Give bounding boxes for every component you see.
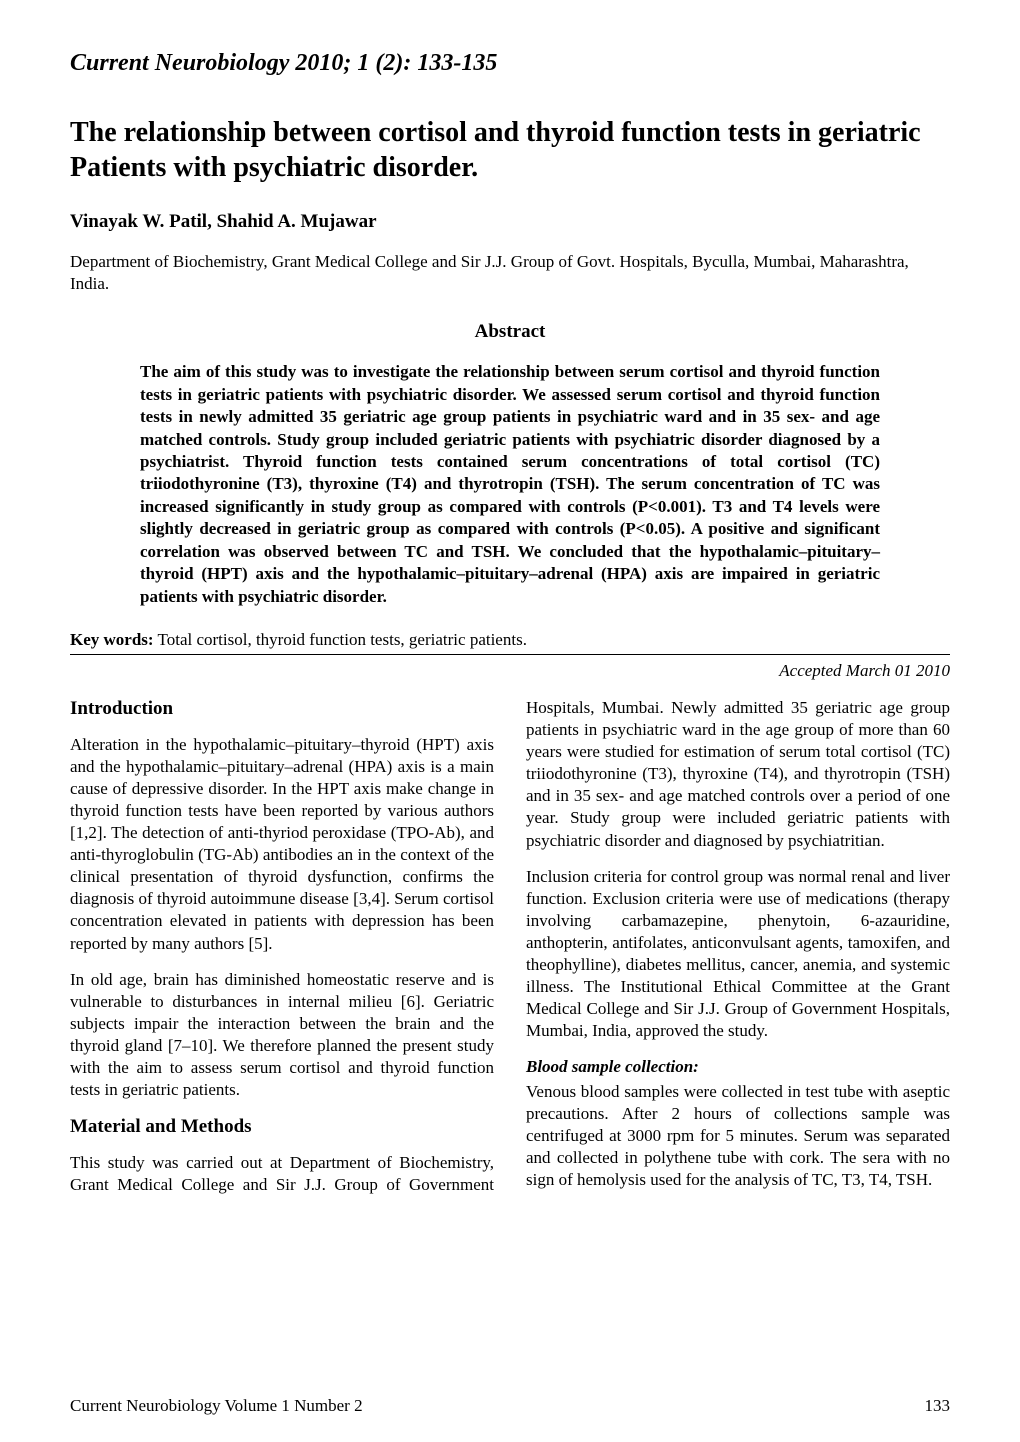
abstract-heading: Abstract [70,321,950,343]
materials-heading: Material and Methods [70,1115,494,1140]
accepted-date: Accepted March 01 2010 [70,661,950,681]
introduction-heading: Introduction [70,697,494,722]
authors-line: Vinayak W. Patil, Shahid A. Mujawar [70,211,950,233]
page-footer: Current Neurobiology Volume 1 Number 2 1… [70,1396,950,1416]
abstract-body: The aim of this study was to investigate… [140,361,880,608]
divider-top [70,654,950,655]
materials-p3: Venous blood samples were collected in t… [526,1081,950,1191]
materials-p2: Inclusion criteria for control group was… [526,866,950,1043]
journal-header: Current Neurobiology 2010; 1 (2): 133-13… [70,50,950,77]
affiliation: Department of Biochemistry, Grant Medica… [70,251,950,295]
footer-page-number: 133 [925,1396,951,1416]
article-title: The relationship between cortisol and th… [70,115,950,185]
footer-left: Current Neurobiology Volume 1 Number 2 [70,1396,363,1416]
keywords-text: Total cortisol, thyroid function tests, … [154,630,527,649]
introduction-p2: In old age, brain has diminished homeost… [70,969,494,1102]
body-columns: Introduction Alteration in the hypothala… [70,697,950,1201]
keywords-line: Key words: Total cortisol, thyroid funct… [70,630,950,650]
blood-sample-heading: Blood sample collection: [526,1056,950,1078]
keywords-label: Key words: [70,630,154,649]
introduction-p1: Alteration in the hypothalamic–pituitary… [70,734,494,955]
